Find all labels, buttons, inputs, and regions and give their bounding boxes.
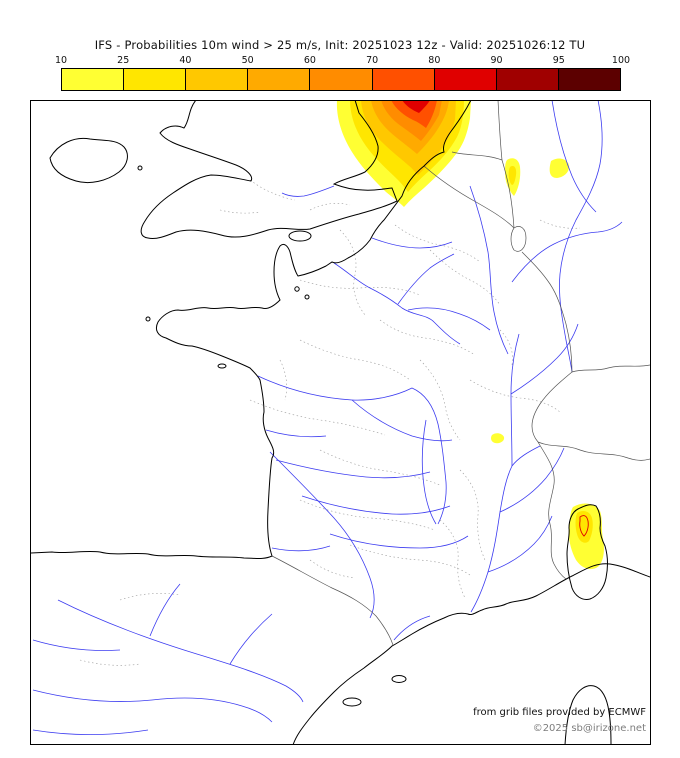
colorbar-tick-label: 100	[611, 55, 631, 66]
border-france-italy	[537, 441, 567, 580]
river-loire	[257, 375, 447, 525]
border-luxembourg	[510, 226, 527, 252]
coast-sardinia	[564, 685, 612, 744]
contour-germany-east-10	[549, 158, 570, 178]
border-netherlands-germany	[497, 101, 503, 161]
coast-channel-island-1	[294, 286, 300, 292]
coast-britain	[140, 101, 398, 239]
contour-north-sea-80	[402, 101, 430, 113]
river-isere	[499, 447, 565, 513]
river-dordogne	[275, 459, 431, 479]
river-cher	[351, 399, 453, 442]
colorbar-tick-label: 60	[303, 55, 316, 66]
colorbar-tick-label: 25	[117, 55, 130, 66]
contour-corsica-80-line	[579, 515, 589, 537]
colorbar-segment	[123, 69, 186, 90]
colorbar-tick-label: 10	[54, 55, 68, 66]
river-spain-north	[32, 639, 121, 651]
map-title: IFS - Probabilities 10m wind > 25 m/s, I…	[94, 38, 586, 52]
coast-ouessant	[145, 316, 151, 322]
colorbar-segment	[433, 69, 496, 90]
colorbar-segment	[557, 69, 620, 90]
river-ebro-trib-2	[229, 613, 273, 665]
river-marne	[407, 307, 491, 331]
river-moselle	[511, 221, 623, 283]
river-allier	[421, 419, 437, 525]
contour-north-sea-70	[391, 101, 437, 128]
colorbar-tick-label: 70	[366, 55, 379, 66]
colorbar-tick-label: 40	[179, 55, 192, 66]
colorbar-tick-label: 50	[241, 55, 254, 66]
country-borders	[271, 101, 650, 646]
river-rhine	[559, 101, 603, 373]
river-aude	[393, 615, 431, 641]
river-oise	[397, 253, 455, 305]
river-seine	[333, 262, 461, 345]
border-france-spain	[271, 555, 394, 646]
river-meuse	[469, 185, 509, 355]
colorbar-tick-label: 90	[490, 55, 503, 66]
coast-belle-ile	[217, 363, 227, 369]
river-adour	[271, 545, 331, 552]
coast-corsica	[566, 504, 608, 600]
coast-ireland	[49, 137, 128, 184]
colorbar-segment	[62, 69, 124, 90]
coast-mallorca	[342, 697, 362, 707]
contour-central-france-10	[491, 433, 505, 444]
colorbar-segments	[61, 68, 621, 91]
coast-menorca	[391, 675, 407, 683]
admin-boundaries	[79, 179, 581, 666]
colorbar-segment	[495, 69, 558, 90]
colorbar-segment	[371, 69, 434, 90]
colorbar-segment	[309, 69, 372, 90]
river-saone	[510, 333, 520, 467]
coast-irish-islet	[137, 165, 143, 171]
river-ebro	[57, 599, 304, 703]
map-frame	[30, 100, 651, 745]
colorbar-segment	[247, 69, 310, 90]
colorbar-tick-label: 80	[428, 55, 441, 66]
attribution-ecmwf: from grib files provided by ECMWF	[473, 707, 646, 718]
attribution-copyright: ©2025 sb@irizone.net	[532, 723, 646, 734]
border-france-belgium	[423, 165, 515, 229]
river-spain-far-south	[32, 729, 149, 735]
border-belgium-germany	[501, 159, 515, 229]
coastlines	[31, 101, 650, 744]
border-switzerland-italy	[537, 441, 650, 461]
colorbar: 10 25 40 50 60 70 80 90 95 100	[55, 55, 630, 91]
coast-isle-of-wight	[288, 230, 312, 242]
river-charente	[265, 429, 327, 438]
probability-contours	[336, 101, 604, 570]
rivers	[32, 101, 623, 735]
coast-channel-island-2	[304, 294, 310, 300]
river-weser	[551, 101, 597, 213]
border-belgium-netherlands	[451, 151, 503, 161]
river-garonne	[269, 451, 375, 619]
colorbar-tick-label: 95	[552, 55, 565, 66]
river-spain-south	[32, 689, 273, 723]
river-tarn	[329, 533, 469, 549]
river-lot	[301, 495, 451, 515]
border-france-germany	[521, 251, 573, 373]
river-doubs	[510, 323, 579, 395]
colorbar-ticks: 10 25 40 50 60 70 80 90 95 100	[55, 55, 630, 68]
river-rhone	[470, 445, 541, 613]
coast-continent-atlantic	[31, 101, 472, 559]
river-durance	[487, 515, 553, 573]
river-somme	[371, 237, 453, 249]
border-switzerland-germany	[571, 364, 650, 373]
colorbar-segment	[185, 69, 248, 90]
river-thames	[281, 185, 335, 197]
river-ebro-trib-1	[149, 583, 181, 637]
contour-germany-west-25	[508, 165, 517, 185]
border-france-switzerland	[531, 371, 573, 443]
